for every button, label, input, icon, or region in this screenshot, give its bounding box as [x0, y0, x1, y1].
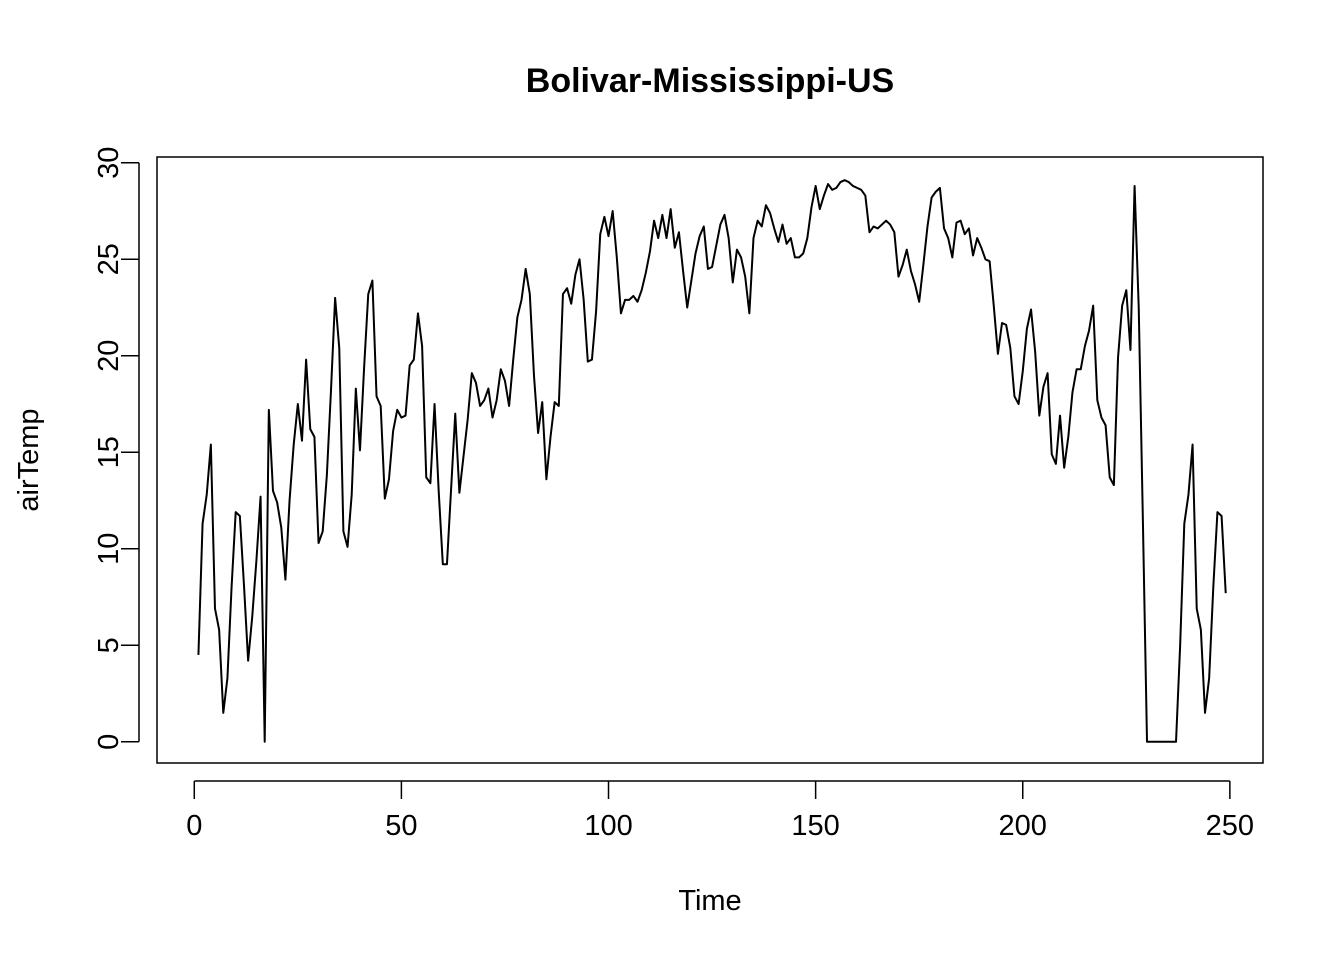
x-tick-label: 50 — [385, 810, 417, 842]
y-tick-label: 15 — [93, 436, 125, 468]
x-tick-label: 250 — [1206, 810, 1254, 842]
y-tick-label: 25 — [93, 243, 125, 275]
x-tick-label: 0 — [186, 810, 202, 842]
x-tick-label: 150 — [791, 810, 839, 842]
y-tick-label: 0 — [93, 734, 125, 750]
chart-title: Bolivar-Mississippi-US — [526, 62, 894, 100]
x-axis: 0 50 100 150 200 250 — [186, 780, 1254, 842]
series-line-airTemp — [197, 179, 1227, 743]
y-tick-label: 10 — [93, 533, 125, 565]
x-tick-label: 100 — [584, 810, 632, 842]
x-axis-label: Time — [678, 885, 741, 917]
y-tick-label: 5 — [93, 637, 125, 653]
y-axis: 0 5 10 15 20 25 30 — [93, 147, 140, 750]
x-tick-label: 200 — [999, 810, 1047, 842]
y-axis-label: airTemp — [13, 408, 45, 511]
y-tick-label: 20 — [93, 340, 125, 372]
plot-frame — [156, 156, 1264, 764]
y-tick-label: 30 — [93, 147, 125, 179]
